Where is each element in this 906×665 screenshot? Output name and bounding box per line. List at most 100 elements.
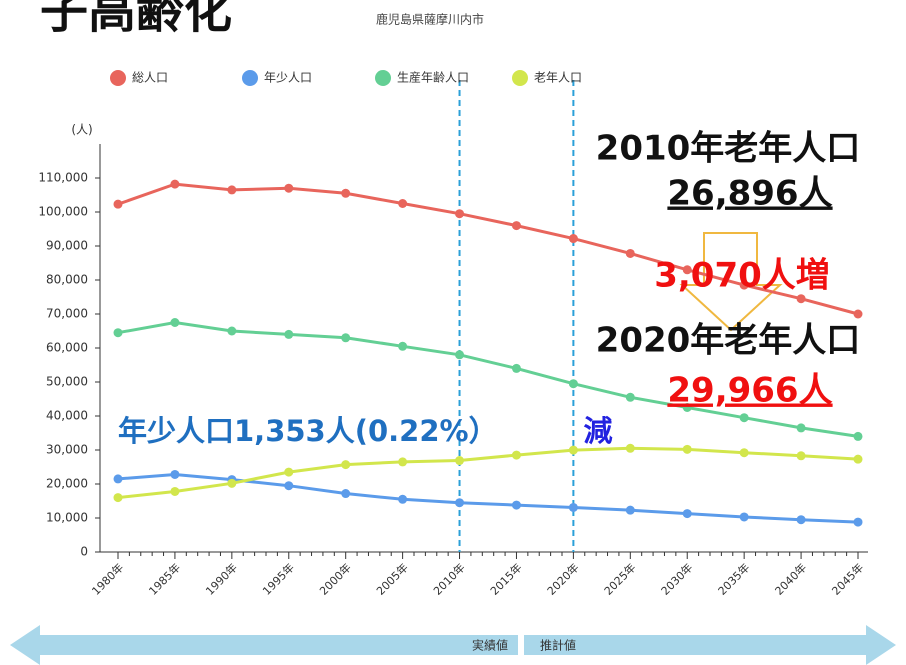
x-tick-label: 2030年 [658, 560, 695, 597]
period-arrow [10, 625, 896, 665]
data-point [455, 498, 465, 508]
y-axis-label: (人) [71, 123, 92, 137]
data-point [113, 474, 123, 484]
period-label: 実績値 [472, 638, 508, 653]
data-point [113, 493, 123, 503]
data-point [341, 333, 351, 343]
x-tick-label: 2005年 [373, 560, 410, 597]
data-point [113, 199, 123, 209]
data-point [170, 179, 180, 189]
data-point [284, 481, 294, 491]
data-point [511, 221, 521, 231]
data-point [170, 318, 180, 327]
data-point [739, 512, 749, 522]
data-point [341, 188, 351, 198]
x-tick-label: 1980年 [89, 560, 126, 597]
period-divider [518, 635, 524, 655]
data-point [227, 185, 237, 195]
annotation: 減 [583, 414, 612, 448]
x-tick-label: 1985年 [146, 560, 183, 597]
data-point [511, 450, 521, 460]
data-point [170, 486, 180, 496]
legend-label: 老年人口 [534, 71, 582, 85]
data-point [682, 444, 692, 454]
annotation: 2020年老年人口 [596, 321, 861, 361]
y-tick-label: 10,000 [46, 511, 88, 525]
data-point [170, 469, 180, 479]
data-point [398, 494, 408, 504]
period-label: 推計値 [540, 638, 576, 653]
data-point [682, 265, 692, 275]
x-tick-label: 2010年 [430, 560, 467, 597]
data-point [568, 234, 578, 244]
data-point [113, 328, 123, 338]
legend-marker [110, 70, 126, 86]
y-tick-label: 80,000 [46, 273, 88, 287]
y-tick-label: 0 [80, 545, 88, 559]
data-point [455, 209, 465, 219]
data-point [227, 326, 237, 336]
data-point [227, 478, 237, 488]
data-point [625, 392, 635, 402]
legend-label: 総人口 [132, 71, 168, 85]
x-tick-label: 2020年 [544, 560, 581, 597]
x-tick-label: 1995年 [260, 560, 297, 597]
x-tick-label: 2035年 [715, 560, 752, 597]
x-tick-label: 2015年 [487, 560, 524, 597]
data-point [284, 183, 294, 193]
legend-marker [375, 70, 391, 86]
data-point [853, 431, 863, 441]
series-line [117, 320, 859, 438]
data-point [739, 413, 749, 423]
series-line [117, 446, 859, 500]
data-point [568, 445, 578, 455]
annotation: 3,070人増 [654, 256, 830, 296]
annotation: 年少人口1,353人(0.22%） [118, 414, 498, 448]
data-point [625, 248, 635, 258]
data-point [398, 341, 408, 351]
data-point [455, 456, 465, 466]
data-point [284, 329, 294, 339]
y-tick-label: 30,000 [46, 443, 88, 457]
data-point [398, 457, 408, 467]
y-tick-label: 70,000 [46, 307, 88, 321]
data-point [511, 363, 521, 373]
x-tick-label: 1990年 [203, 560, 240, 597]
y-tick-label: 60,000 [46, 341, 88, 355]
y-tick-label: 90,000 [46, 239, 88, 253]
data-point [853, 454, 863, 464]
data-point [853, 309, 863, 319]
legend-marker [242, 70, 258, 86]
data-point [625, 443, 635, 453]
x-tick-label: 2000年 [316, 560, 353, 597]
series-line [117, 182, 859, 316]
y-tick-label: 110,000 [38, 171, 88, 185]
data-point [739, 280, 749, 290]
data-point [455, 350, 465, 360]
chart-title: 鹿児島県薩摩川内市 [376, 12, 484, 27]
x-tick-label: 2045年 [829, 560, 866, 597]
data-point [682, 509, 692, 519]
annotation: 26,896人 [667, 174, 832, 214]
annotation: 2010年老年人口 [596, 129, 861, 169]
legend-label: 生産年齢人口 [397, 70, 469, 85]
x-tick-label: 2025年 [601, 560, 638, 597]
data-point [568, 502, 578, 512]
data-point [796, 423, 806, 433]
legend-marker [512, 70, 528, 86]
heading: 子高齢化 [40, 0, 232, 39]
data-point [739, 448, 749, 458]
data-point [682, 403, 692, 412]
data-point [625, 505, 635, 515]
data-point [796, 451, 806, 461]
annotation: 29,966人 [667, 371, 832, 411]
data-point [511, 500, 521, 510]
arrow-outline [679, 232, 783, 332]
legend-label: 年少人口 [264, 71, 312, 85]
data-point [796, 515, 806, 525]
x-tick-label: 2040年 [772, 560, 809, 597]
y-tick-label: 40,000 [46, 409, 88, 423]
y-tick-label: 100,000 [38, 205, 88, 219]
y-tick-label: 20,000 [46, 477, 88, 491]
